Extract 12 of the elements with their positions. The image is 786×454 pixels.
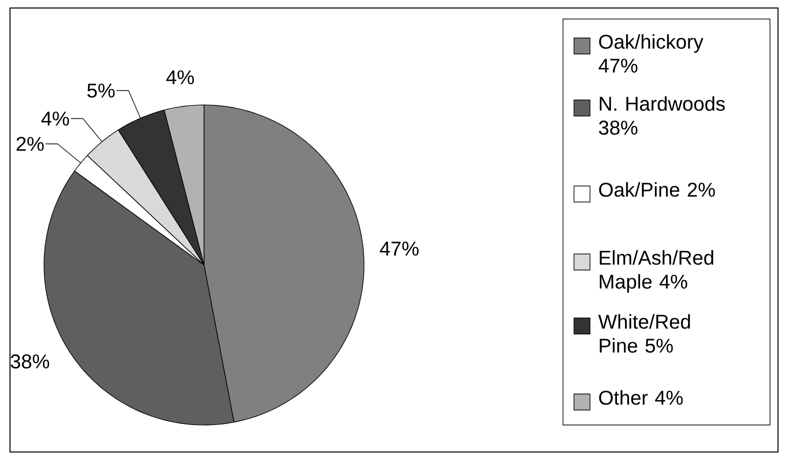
data-label: 5% xyxy=(87,84,115,98)
legend-label: Other 4% xyxy=(599,390,683,405)
legend-label: Oak/Pine 2% xyxy=(599,182,715,197)
legend-label: Elm/Ash/Red Maple 4% xyxy=(600,250,714,293)
data-label: 38% xyxy=(10,354,50,368)
data-label: 4% xyxy=(41,112,69,126)
data-label: 4% xyxy=(166,70,194,84)
legend-label: N. Hardwoods 38% xyxy=(598,96,725,135)
legend-label: White/Red Pine 5% xyxy=(598,314,690,353)
legend-label: Oak/hickory 47% xyxy=(598,34,704,73)
data-label: 47% xyxy=(380,242,419,256)
data-label: 2% xyxy=(16,136,44,151)
